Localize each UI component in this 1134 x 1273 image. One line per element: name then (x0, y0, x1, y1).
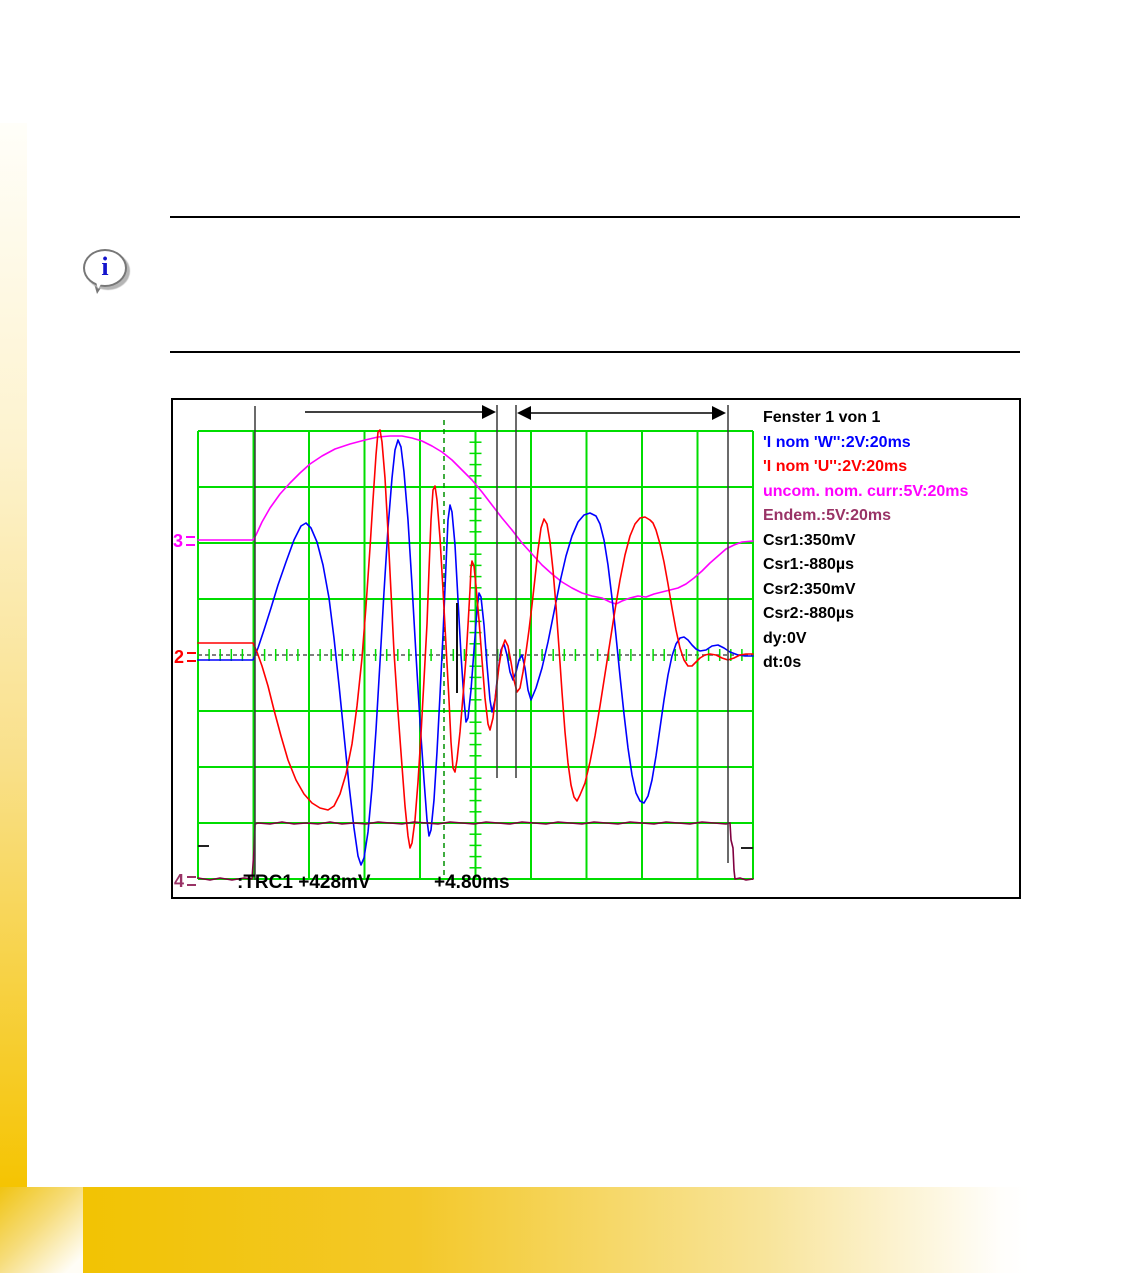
channel-4-trigger-icon (187, 876, 197, 886)
page-footer-gradient-bar (83, 1187, 1030, 1273)
legend-trace-u: 'I nom 'U'':2V:20ms (763, 458, 908, 475)
legend-csr2-t: Csr2:-880µs (763, 605, 855, 622)
scope-legend: Fenster 1 von 1 'I nom 'W'':2V:20ms 'I n… (763, 406, 1019, 676)
info-icon: i (83, 249, 127, 294)
legend-trace-uncom: uncom. nom. curr:5V:20ms (763, 482, 969, 500)
trace-readout-time: +4.80ms (434, 872, 510, 893)
page-edge-gradient-left (0, 123, 27, 1187)
channel-marker-4: 4 (174, 871, 197, 891)
info-icon-bubble: i (83, 249, 127, 287)
legend-trace-w: 'I nom 'W'':2V:20ms (763, 433, 911, 451)
channel-3-trigger-icon (186, 536, 196, 546)
legend-csr1-t: Csr1:-880µs (763, 556, 855, 573)
channel-marker-3: 3 (173, 531, 196, 551)
channel-3-label: 3 (173, 531, 184, 551)
page-corner-gradient (0, 1187, 83, 1273)
legend-dt: dt:0s (763, 654, 802, 671)
horizontal-rule-bottom (170, 351, 1020, 353)
oscilloscope-plot (171, 398, 1021, 899)
channel-4-label: 4 (174, 871, 185, 891)
channel-2-label: 2 (174, 647, 185, 667)
legend-trace-endem: Endem.:5V:20ms (763, 507, 892, 524)
horizontal-rule-top (170, 216, 1020, 218)
scope-window-title: Fenster 1 von 1 (763, 409, 881, 426)
legend-csr2-v: Csr2:350mV (763, 580, 856, 598)
channel-2-trigger-icon (187, 652, 197, 662)
trace-readout-voltage: :TRC1 +428mV (237, 872, 371, 893)
info-icon-glyph: i (101, 252, 109, 281)
channel-marker-2: 2 (174, 647, 197, 667)
legend-csr1-v: Csr1:350mV (763, 531, 856, 549)
oscillogram-figure: Fenster 1 von 1 'I nom 'W'':2V:20ms 'I n… (171, 398, 1021, 899)
legend-dy: dy:0V (763, 629, 807, 647)
